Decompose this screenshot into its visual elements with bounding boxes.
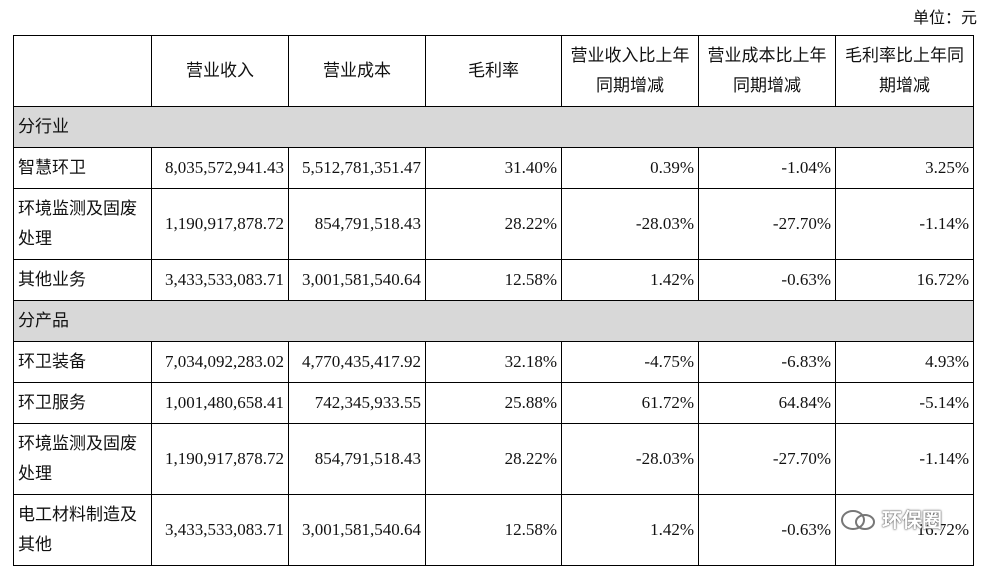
data-row: 智慧环卫 8,035,572,941.43 5,512,781,351.47 31.4… (13, 147, 974, 189)
value-cell: 3,001,581,540.64 (288, 494, 426, 566)
value-cell: 3,433,533,083.71 (151, 494, 289, 566)
value-cell: -1.04% (698, 147, 836, 189)
value-cell: -0.63% (698, 259, 836, 301)
header-cell: 毛利率 (425, 35, 562, 107)
value-cell: 16.72% (835, 494, 974, 566)
value-cell: -27.70% (698, 423, 836, 495)
value-cell: 1,190,917,878.72 (151, 423, 289, 495)
header-cell: 营业收入 (151, 35, 289, 107)
data-row: 环境监测及固废处理 1,190,917,878.72 854,791,518.43 2… (13, 423, 974, 495)
value-cell: -1.14% (835, 423, 974, 495)
value-cell: 7,034,092,283.02 (151, 341, 289, 383)
value-cell: -28.03% (561, 423, 699, 495)
value-cell: -1.14% (835, 188, 974, 260)
row-label: 环卫装备 (13, 341, 152, 383)
value-cell: 4.93% (835, 341, 974, 383)
value-cell: 3,433,533,083.71 (151, 259, 289, 301)
value-cell: 32.18% (425, 341, 562, 383)
header-cell: 营业收入比上年同期增减 (561, 35, 699, 107)
value-cell: 854,791,518.43 (288, 188, 426, 260)
value-cell: 3,001,581,540.64 (288, 259, 426, 301)
table-head: 营业收入 营业成本 毛利率 营业收入比上年同期增减 营业成本比上年同期增减 毛利率比上年同… (13, 35, 974, 107)
value-cell: -6.83% (698, 341, 836, 383)
header-cell (13, 35, 152, 107)
value-cell: 28.22% (425, 423, 562, 495)
revenue-table: 营业收入 营业成本 毛利率 营业收入比上年同期增减 营业成本比上年同期增减 毛利率比上年同… (13, 35, 974, 566)
value-cell: -28.03% (561, 188, 699, 260)
watermark-text: 环保圈 (882, 508, 942, 532)
value-cell: 1.42% (561, 259, 699, 301)
value-cell: 25.88% (425, 382, 562, 424)
header-cell: 毛利率比上年同期增减 (835, 35, 974, 107)
value-cell: 61.72% (561, 382, 699, 424)
row-label: 环境监测及固废处理 (13, 423, 152, 495)
value-cell: 28.22% (425, 188, 562, 260)
value-cell: 12.58% (425, 259, 562, 301)
value-cell: 16.72% (835, 259, 974, 301)
value-cell: 5,512,781,351.47 (288, 147, 426, 189)
value-cell: 8,035,572,941.43 (151, 147, 289, 189)
table-body: 分行业 智慧环卫 8,035,572,941.43 5,512,781,351.47 3… (13, 106, 974, 566)
header-cell: 营业成本 (288, 35, 426, 107)
value-cell: -5.14% (835, 382, 974, 424)
watermark: 环保圈 (838, 504, 942, 533)
value-cell: 1,001,480,658.41 (151, 382, 289, 424)
unit-label: 单位：元 (912, 10, 977, 27)
header-cell: 营业成本比上年同期增减 (698, 35, 836, 107)
watermark-icon (841, 509, 875, 530)
data-row: 环卫装备 7,034,092,283.02 4,770,435,417.92 32.1… (13, 341, 974, 383)
data-row: 电工材料制造及其他 3,433,533,083.71 3,001,581,540.6… (13, 494, 974, 566)
row-label: 环卫服务 (13, 382, 152, 424)
section-row: 分产品 (13, 300, 974, 342)
value-cell: 31.40% (425, 147, 562, 189)
value-cell: 0.39% (561, 147, 699, 189)
value-cell: 1,190,917,878.72 (151, 188, 289, 260)
data-row: 环卫服务 1,001,480,658.41 742,345,933.55 25.88%… (13, 382, 974, 424)
data-row: 其他业务 3,433,533,083.71 3,001,581,540.64 12.5… (13, 259, 974, 301)
value-cell: -4.75% (561, 341, 699, 383)
value-cell: -27.70% (698, 188, 836, 260)
section-title: 分产品 (13, 300, 974, 342)
value-cell: -0.63% (698, 494, 836, 566)
value-cell: 64.84% (698, 382, 836, 424)
value-cell: 12.58% (425, 494, 562, 566)
value-cell: 854,791,518.43 (288, 423, 426, 495)
value-cell: 4,770,435,417.92 (288, 341, 426, 383)
row-label: 其他业务 (13, 259, 152, 301)
section-title: 分行业 (13, 106, 974, 148)
row-label: 智慧环卫 (13, 147, 152, 189)
section-row: 分行业 (13, 106, 974, 148)
row-label: 电工材料制造及其他 (13, 494, 152, 566)
value-cell: 742,345,933.55 (288, 382, 426, 424)
row-label: 环境监测及固废处理 (13, 188, 152, 260)
value-cell: 3.25% (835, 147, 974, 189)
data-row: 环境监测及固废处理 1,190,917,878.72 854,791,518.43 2… (13, 188, 974, 260)
value-cell: 1.42% (561, 494, 699, 566)
header-row: 营业收入 营业成本 毛利率 营业收入比上年同期增减 营业成本比上年同期增减 毛利率比上年同… (13, 35, 974, 107)
